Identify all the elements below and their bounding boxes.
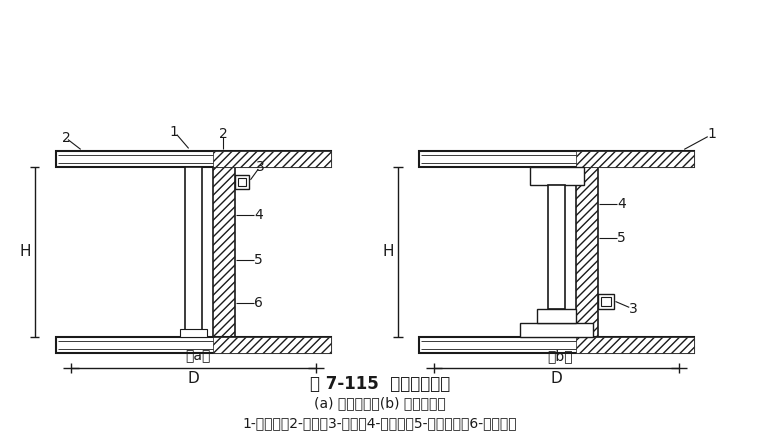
- Text: 3: 3: [629, 302, 638, 316]
- Text: 1: 1: [708, 127, 716, 141]
- Text: 2: 2: [62, 131, 71, 145]
- Bar: [235, 175, 249, 189]
- Text: 3: 3: [256, 160, 264, 174]
- Text: 6: 6: [254, 296, 263, 310]
- Bar: [238, 178, 245, 186]
- Bar: [598, 294, 613, 309]
- Bar: [576, 167, 598, 337]
- Bar: [180, 329, 207, 337]
- Bar: [530, 167, 584, 185]
- Bar: [185, 167, 202, 337]
- Text: 5: 5: [617, 231, 625, 245]
- Text: 5: 5: [254, 253, 263, 267]
- Bar: [214, 337, 331, 352]
- Text: H: H: [382, 244, 394, 259]
- Text: 4: 4: [254, 207, 263, 222]
- Bar: [56, 337, 331, 352]
- Text: D: D: [551, 371, 562, 385]
- Text: 4: 4: [617, 198, 625, 211]
- Text: 2: 2: [219, 127, 227, 141]
- Bar: [214, 167, 235, 337]
- Bar: [537, 309, 576, 323]
- Text: 1: 1: [169, 125, 179, 139]
- Bar: [56, 151, 331, 167]
- Text: （b）: （b）: [548, 349, 573, 364]
- Bar: [576, 337, 694, 352]
- Text: D: D: [188, 371, 199, 385]
- Bar: [420, 151, 694, 167]
- Text: H: H: [19, 244, 30, 259]
- Text: 图 7-115  锤击力传感器: 图 7-115 锤击力传感器: [310, 375, 450, 393]
- Bar: [214, 151, 331, 167]
- Bar: [520, 323, 594, 337]
- Text: 1-法兰盘；2-盖板；3-插座；4-电阻片；5-弹性元件；6-防水胶片: 1-法兰盘；2-盖板；3-插座；4-电阻片；5-弹性元件；6-防水胶片: [242, 416, 518, 430]
- Bar: [601, 296, 610, 307]
- Text: （a）: （a）: [185, 349, 211, 364]
- Bar: [576, 151, 694, 167]
- Bar: [420, 337, 694, 352]
- Bar: [548, 185, 565, 309]
- Text: (a) 用于帽上；(b) 用于垫木上: (a) 用于帽上；(b) 用于垫木上: [314, 396, 446, 411]
